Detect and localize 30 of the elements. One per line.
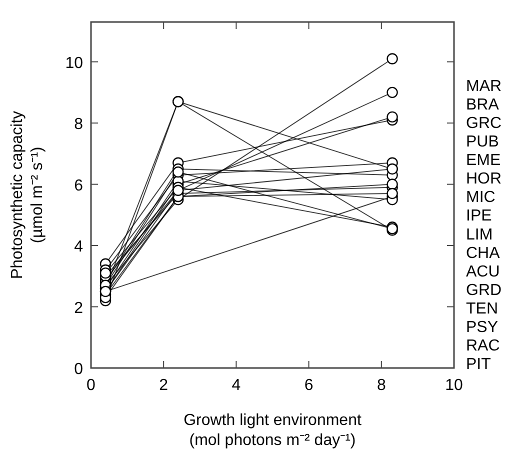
y-tick-label: 8 xyxy=(74,116,84,134)
x-tick-label: 4 xyxy=(232,377,241,394)
text: PSY xyxy=(466,318,498,336)
text: GRC xyxy=(466,115,502,132)
y-tick-label: 4 xyxy=(74,238,84,256)
text: MAR xyxy=(466,78,502,95)
text: TEN xyxy=(466,300,498,318)
y-tick-label: 2 xyxy=(74,300,84,317)
text: BRA xyxy=(466,96,500,114)
text: EME xyxy=(466,152,501,170)
text: CHA xyxy=(466,244,500,262)
x-tick-label: 6 xyxy=(304,377,314,394)
x-axis-title: Growth light environment (mol photons m⁻² day⁻¹) xyxy=(184,412,362,449)
text: LIM xyxy=(466,226,493,244)
x-tick-label: 10 xyxy=(445,377,463,394)
x-tick-label: 8 xyxy=(376,377,386,394)
y-axis-title: Photosynthetic capacity (µmol m⁻² s⁻¹) xyxy=(9,110,46,280)
text: ACU xyxy=(466,263,500,280)
text: PUB xyxy=(466,134,499,151)
x-tick-label: 0 xyxy=(86,377,96,394)
y-tick-label: 10 xyxy=(65,54,84,72)
y-tick-label: 6 xyxy=(74,177,84,194)
y-tick-label: 0 xyxy=(74,361,84,378)
text: MIC xyxy=(466,189,496,206)
x-tick-label: 2 xyxy=(159,377,168,394)
text: IPE xyxy=(466,208,492,225)
text: RAC xyxy=(466,337,500,354)
text: PIT xyxy=(466,356,492,373)
text: GRD xyxy=(466,282,502,299)
text: HOR xyxy=(466,170,502,188)
